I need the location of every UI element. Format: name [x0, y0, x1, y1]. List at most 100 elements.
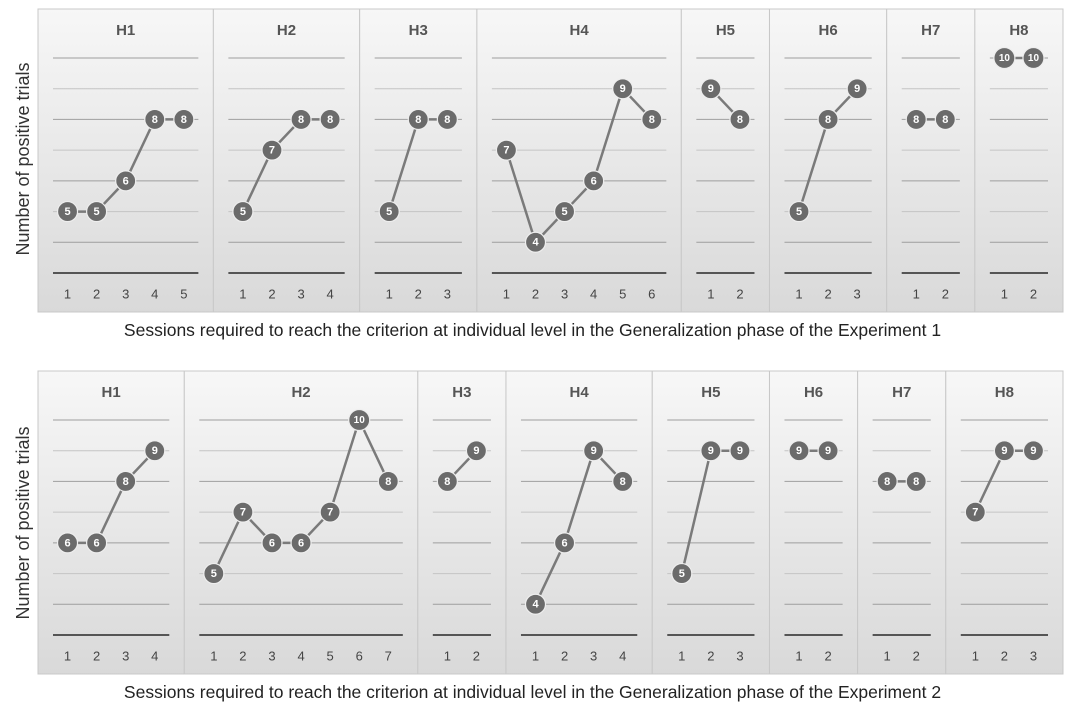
data-point [290, 532, 312, 554]
x-tick-label: 4 [590, 286, 597, 301]
data-point [203, 562, 225, 585]
x-tick-label: 2 [268, 286, 275, 301]
x-tick-label: 3 [297, 286, 304, 301]
x-tick-label: 4 [619, 648, 626, 663]
data-label: 9 [1030, 445, 1036, 457]
x-tick-label: 3 [268, 648, 275, 663]
data-point [553, 200, 576, 223]
x-tick-label: 2 [561, 648, 568, 663]
panel-background [768, 370, 859, 675]
data-point [846, 78, 868, 100]
panel-background [212, 8, 361, 313]
panel-2-h4: H4 1 2 3 4 4 6 9 8 [505, 370, 653, 675]
data-label: 8 [327, 114, 333, 126]
x-tick-label: 3 [736, 648, 743, 663]
panel-title: H3 [409, 22, 428, 39]
data-label: 8 [385, 476, 391, 488]
x-tick-label: 5 [327, 648, 334, 663]
data-label: 8 [298, 114, 304, 126]
data-point [729, 440, 751, 462]
x-tick-label: 1 [972, 648, 979, 663]
data-label: 4 [532, 237, 539, 249]
panel-2-h3: H3 1 2 8 9 [417, 370, 507, 675]
data-label: 7 [327, 507, 333, 519]
data-point [319, 108, 341, 131]
data-label: 9 [708, 445, 714, 457]
x-tick-label: 3 [122, 648, 129, 663]
series-line [67, 449, 156, 545]
x-tick-label: 6 [648, 286, 655, 301]
panel-title: H2 [277, 22, 296, 39]
x-tick-label: 4 [151, 648, 158, 663]
data-label: 8 [123, 476, 129, 488]
data-point [407, 108, 429, 131]
panel-title: H3 [452, 384, 471, 401]
x-tick-label: 1 [503, 286, 510, 301]
panel-background [974, 8, 1064, 313]
x-tick-label: 3 [854, 286, 861, 301]
x-tick-label: 2 [415, 286, 422, 301]
data-label: 6 [269, 537, 275, 549]
data-point [261, 532, 283, 554]
data-point [1022, 46, 1045, 70]
data-label: 5 [679, 568, 685, 580]
x-tick-label: 1 [795, 648, 802, 663]
data-label: 5 [240, 206, 246, 218]
data-point [290, 108, 312, 131]
panel-title: H7 [921, 22, 940, 39]
data-label: 9 [708, 83, 714, 95]
panel-background [417, 370, 507, 675]
panel-1-h3: H3 1 2 3 5 8 8 [359, 8, 478, 313]
x-tick-label: 2 [913, 648, 920, 663]
data-label: 9 [473, 445, 479, 457]
data-point [817, 108, 839, 131]
x-tick-label: 1 [210, 648, 217, 663]
panel-1-h1: H1 1 2 3 4 5 5 5 6 8 8 [37, 8, 214, 313]
data-label: 9 [825, 445, 831, 457]
data-label: 10 [999, 53, 1011, 64]
x-tick-label: 3 [561, 286, 568, 301]
data-point [173, 108, 195, 131]
panel-title: H6 [804, 384, 823, 401]
panel-1-h7: H7 1 2 8 8 [886, 8, 976, 313]
panel-background [37, 8, 214, 313]
panel-2-h6: H6 1 2 9 9 [768, 370, 859, 675]
data-label: 6 [591, 175, 597, 187]
x-tick-label: 1 [532, 648, 539, 663]
data-point [583, 170, 605, 192]
data-label: 8 [620, 476, 626, 488]
x-tick-label: 2 [824, 286, 831, 301]
data-point [348, 408, 371, 432]
x-tick-label: 4 [327, 286, 334, 301]
data-label: 8 [181, 114, 187, 126]
data-point [934, 108, 956, 131]
data-point [524, 593, 547, 615]
data-point [319, 501, 341, 523]
panel-background [183, 370, 419, 675]
data-point [905, 108, 927, 131]
x-tick-label: 2 [473, 648, 480, 663]
data-label: 8 [444, 476, 450, 488]
data-point [700, 440, 722, 462]
data-label: 8 [152, 114, 158, 126]
panel-2-h2: H2 1 2 3 4 5 6 7 5 7 6 6 7 10 8 [183, 370, 419, 675]
x-tick-label: 1 [64, 648, 71, 663]
x-tick-label: 1 [795, 286, 802, 301]
x-tick-label: 3 [122, 286, 129, 301]
x-tick-label: 1 [913, 286, 920, 301]
data-point [1022, 440, 1045, 462]
panel-title: H8 [995, 384, 1014, 401]
panel-2-h5: H5 1 2 3 5 9 9 [651, 370, 770, 675]
data-point [144, 108, 166, 131]
panel-title: H8 [1009, 22, 1028, 39]
panel-title: H1 [116, 22, 135, 39]
data-point [700, 78, 722, 100]
x-tick-label: 6 [356, 648, 363, 663]
x-tick-label: 5 [619, 286, 626, 301]
panel-title: H4 [570, 384, 590, 401]
x-tick-label: 3 [444, 286, 451, 301]
panel-title: H5 [716, 22, 735, 39]
data-label: 10 [354, 415, 366, 426]
data-point [56, 200, 79, 223]
x-tick-label: 7 [385, 648, 392, 663]
